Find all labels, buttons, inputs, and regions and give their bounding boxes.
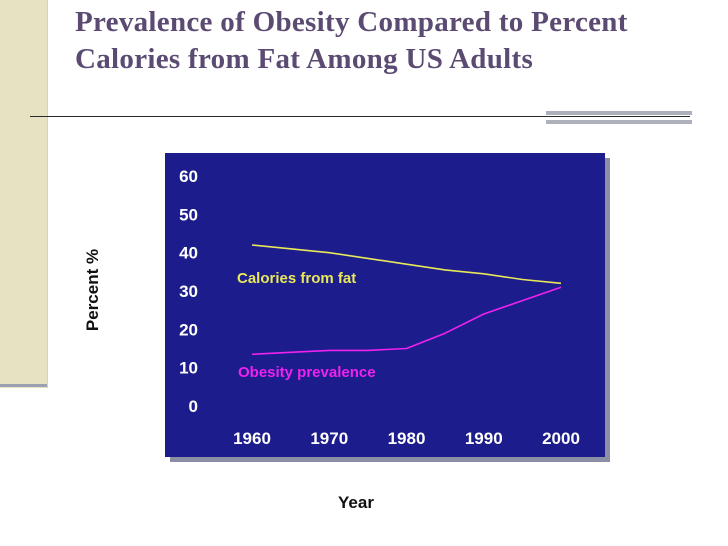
slide-left-decor-line: [0, 384, 47, 387]
y-axis-label: Percent %: [83, 248, 102, 332]
y-tick-30: 30: [179, 282, 198, 301]
x-tick-1960: 1960: [233, 429, 271, 448]
y-tick-0: 0: [189, 397, 198, 416]
x-tick-1970: 1970: [310, 429, 348, 448]
series-lines: [251, 244, 562, 356]
title-accent-bar-top: [546, 111, 692, 115]
series-label-calories-from-fat: Calories from fat: [237, 270, 356, 287]
x-tick-1990: 1990: [465, 429, 503, 448]
slide-left-decor-strip: [0, 0, 48, 388]
series-labels: Calories from fat Obesity prevalence: [237, 270, 376, 381]
y-tick-40: 40: [179, 244, 198, 263]
title-accent-bar-bottom: [546, 120, 692, 124]
y-tick-50: 50: [179, 205, 198, 224]
x-tick-1980: 1980: [388, 429, 426, 448]
x-axis-label: Year: [338, 493, 374, 512]
y-tick-labels: 0 10 20 30 40 50 60: [179, 167, 198, 416]
title-underline: [30, 116, 690, 117]
series-line-obesity-prevalence: [251, 286, 562, 356]
plot-background: [165, 153, 605, 457]
series-line-calories-from-fat: [251, 244, 562, 285]
x-tick-labels: 1960 1970 1980 1990 2000: [233, 429, 580, 448]
slide-title: Prevalence of Obesity Compared to Percen…: [75, 6, 628, 75]
series-label-obesity-prevalence: Obesity prevalence: [238, 364, 376, 381]
y-tick-10: 10: [179, 359, 198, 378]
y-tick-60: 60: [179, 167, 198, 186]
line-chart: 0 10 20 30 40 50 60 1960 1970 1980 1990 2000 Calor…: [165, 153, 605, 457]
x-tick-2000: 2000: [542, 429, 580, 448]
y-tick-20: 20: [179, 320, 198, 339]
